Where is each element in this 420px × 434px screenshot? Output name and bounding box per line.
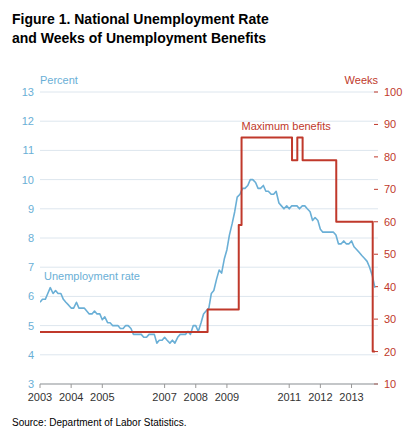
- series-label: Unemployment rate: [44, 270, 140, 282]
- x-tick: [71, 384, 72, 388]
- plot-area: [40, 137, 375, 351]
- y-tick-label: 7: [28, 261, 34, 273]
- y2-tick-label: 30: [384, 313, 396, 325]
- x-tick-label: 2004: [59, 391, 83, 403]
- grid-line: [40, 296, 378, 297]
- y-tick-label: 4: [28, 349, 34, 361]
- x-tick: [289, 384, 290, 388]
- title: Figure 1. National Unemployment Rate and …: [12, 11, 269, 46]
- y-tick-label: 6: [28, 290, 34, 302]
- grid-line: [40, 179, 378, 180]
- series-label: Maximum benefits: [242, 120, 332, 132]
- x-tick: [195, 384, 196, 388]
- y2-tick-label: 10: [384, 378, 396, 390]
- y2-tick-label: 60: [384, 216, 396, 228]
- title-line: and Weeks of Unemployment Benefits: [12, 30, 266, 46]
- x-tick-label: 2013: [339, 391, 363, 403]
- y-tick-label: 11: [23, 144, 34, 156]
- y-tick-label: 8: [28, 232, 34, 244]
- x-tick-label: 2008: [184, 391, 208, 403]
- x-tick-label: 2003: [28, 391, 52, 403]
- grid-line: [40, 208, 378, 209]
- x-tick-label: 2005: [90, 391, 114, 403]
- x-tick: [164, 384, 165, 388]
- y-axis-label: Percent: [40, 74, 78, 86]
- y2-tick-label: 50: [384, 248, 396, 260]
- y2-tick-label: 90: [384, 118, 396, 130]
- grid-line: [40, 267, 378, 268]
- y2-tick-label: 80: [384, 151, 396, 163]
- y-tick-label: 5: [28, 320, 34, 332]
- y-tick-label: 9: [28, 203, 34, 215]
- source: Source: Department of Labor Statistics.: [12, 417, 187, 428]
- x-tick-label: 2007: [152, 391, 176, 403]
- y-tick-label: 12: [22, 115, 34, 127]
- y-tick-label: 3: [28, 378, 34, 390]
- y2-tick-label: 40: [384, 281, 396, 293]
- x-tick-label: 2009: [215, 391, 239, 403]
- grid-line: [40, 150, 378, 151]
- y2-tick-label: 20: [384, 346, 396, 358]
- background: [0, 0, 420, 434]
- y2-tick-label: 100: [384, 86, 402, 98]
- series-line: [40, 137, 375, 351]
- y2-tick: [374, 124, 378, 125]
- grid-line: [40, 325, 378, 326]
- x-tick: [40, 384, 41, 388]
- y2-tick-label: 70: [384, 183, 396, 195]
- x-axis: [40, 384, 378, 385]
- x-tick-label: 2011: [277, 391, 301, 403]
- grid-line: [40, 354, 378, 355]
- y2-axis-label: Weeks: [345, 74, 379, 86]
- chart: Figure 1. National Unemployment Rate and …: [0, 0, 420, 434]
- grid-line: [40, 238, 378, 239]
- y2-tick: [374, 254, 378, 255]
- x-tick-label: 2012: [308, 391, 332, 403]
- x-tick: [351, 384, 352, 388]
- x-tick: [102, 384, 103, 388]
- y2-tick: [374, 221, 378, 222]
- grid-line: [40, 384, 378, 385]
- title-line: Figure 1. National Unemployment Rate: [12, 11, 269, 27]
- grid-line: [40, 92, 378, 93]
- y2-tick: [374, 156, 378, 157]
- y2-tick: [374, 92, 378, 93]
- x-tick: [226, 384, 227, 388]
- y-tick-label: 10: [22, 174, 34, 186]
- y2-tick: [374, 189, 378, 190]
- x-tick: [320, 384, 321, 388]
- y2-tick: [374, 319, 378, 320]
- y-tick-label: 13: [22, 86, 34, 98]
